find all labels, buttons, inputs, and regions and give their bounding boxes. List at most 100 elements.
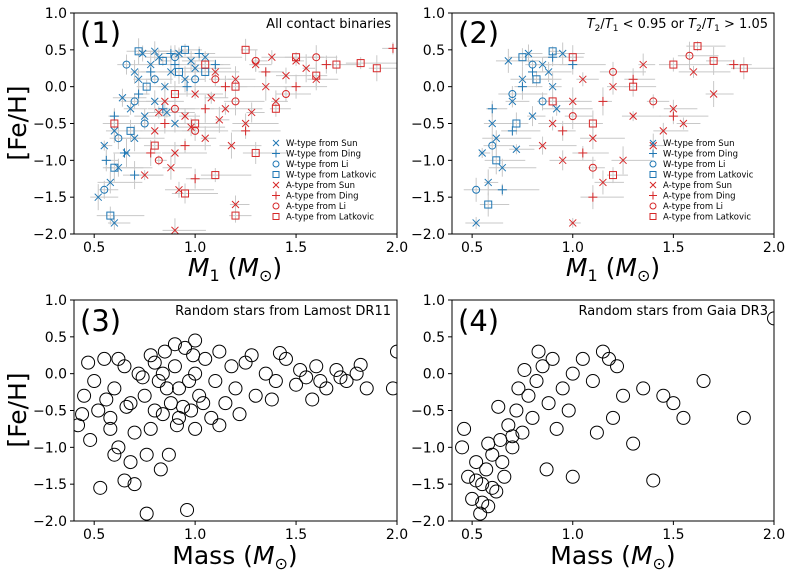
data-point [541,396,556,411]
data-point [268,374,283,389]
x-tick-label: 1.0 [184,527,206,543]
data-point [231,82,240,91]
legend-entry: A-type from Latkovic [663,213,751,223]
data-point [140,171,149,179]
panel-3: 0.5 1.0 1.5 2.0 −2.0 −1.5 −1.0 −0.5 0.0 0.5 1.0 (3… [3,293,408,573]
data-point [568,112,577,121]
x-axis-label: M1 (M⊙) [566,253,660,285]
data-point [609,67,617,76]
data-point [167,359,182,374]
data-point [100,185,109,194]
data-point [181,75,189,84]
legend-entry: W-type from Sun [663,139,734,149]
y-tick-label: 1.0 [423,293,445,309]
data-point [455,440,470,455]
y-tick-label: 0.0 [45,367,67,383]
data-point [498,163,507,172]
x-axis-label: M1 (M⊙) [188,253,282,285]
data-point [610,359,625,374]
data-point [267,53,276,62]
data-point [491,399,506,414]
data-point [457,421,472,436]
legend-entry: A-type from Sun [663,181,732,191]
data-point [528,112,537,120]
data-point [487,104,497,114]
data-point [190,174,200,184]
data-point [291,82,301,92]
data-point [93,480,108,495]
data-point [478,149,487,157]
data-point [106,211,115,220]
axes-frame [73,299,398,522]
y-tick-label: 1.0 [45,6,67,22]
panel-1: 0.5 1.0 1.5 2.0 −2.0 −1.5 −1.0 −0.5 0.0 0.5 1.0 (1… [3,6,408,285]
data-point [619,156,627,165]
data-point [231,200,240,209]
y-tick-label: 0.0 [45,80,67,96]
data-point [126,126,135,135]
data-point [261,67,271,77]
data-point [188,421,203,436]
x-tick-label: 0.5 [83,527,105,543]
data-points [472,42,748,227]
legend-marker [649,139,657,147]
data-point [191,64,199,73]
x-axis-label: Mass (M⊙) [550,541,675,573]
data-point [248,388,263,403]
data-point [201,134,210,143]
data-point [210,60,220,70]
data-point [353,357,368,372]
data-point [258,366,273,381]
legend-marker [272,139,280,147]
data-point [212,344,227,359]
data-point [218,396,233,411]
data-point [649,141,658,150]
data-point [110,219,119,227]
data-point [151,374,166,389]
data-point [329,362,344,377]
y-tick-label: −1.0 [33,440,67,456]
data-point [385,381,397,396]
legend-entry: W-type from Ding [663,150,738,160]
data-point [517,82,527,92]
data-point [127,477,142,492]
data-point [736,410,751,425]
data-point [201,53,210,62]
y-tick-label: 0.5 [423,43,445,59]
x-tick-label: 2.0 [763,527,785,543]
data-point [568,219,577,227]
y-tick-label: −0.5 [33,117,67,133]
data-point [83,432,98,447]
data-point [212,418,227,433]
data-point [150,47,159,56]
data-point [77,388,92,403]
y-tick-label: −1.5 [33,190,67,206]
data-point [578,75,587,84]
data-point [150,141,159,150]
data-point [313,374,328,389]
data-point [171,381,186,396]
data-point [204,410,219,425]
y-axis-label: [Fe/H] [3,85,32,160]
data-point [111,440,126,455]
data-point [154,156,163,165]
data-point [535,359,550,374]
data-point [504,57,513,65]
data-point [585,374,600,389]
y-tick-label: −1.0 [411,153,445,169]
data-point [616,388,631,403]
data-point [472,185,481,194]
data-point [626,436,641,451]
legend-marker [272,213,280,220]
data-point [155,366,170,381]
legend-marker [649,213,657,220]
data-point [118,93,127,102]
data-point [146,67,156,77]
data-point [231,75,240,84]
legend-entry: W-type from Ding [286,150,361,160]
data-point [646,473,661,488]
data-point [143,421,158,436]
data-point [669,60,678,69]
data-point [184,403,199,418]
x-tick-label: 1.5 [285,240,307,256]
